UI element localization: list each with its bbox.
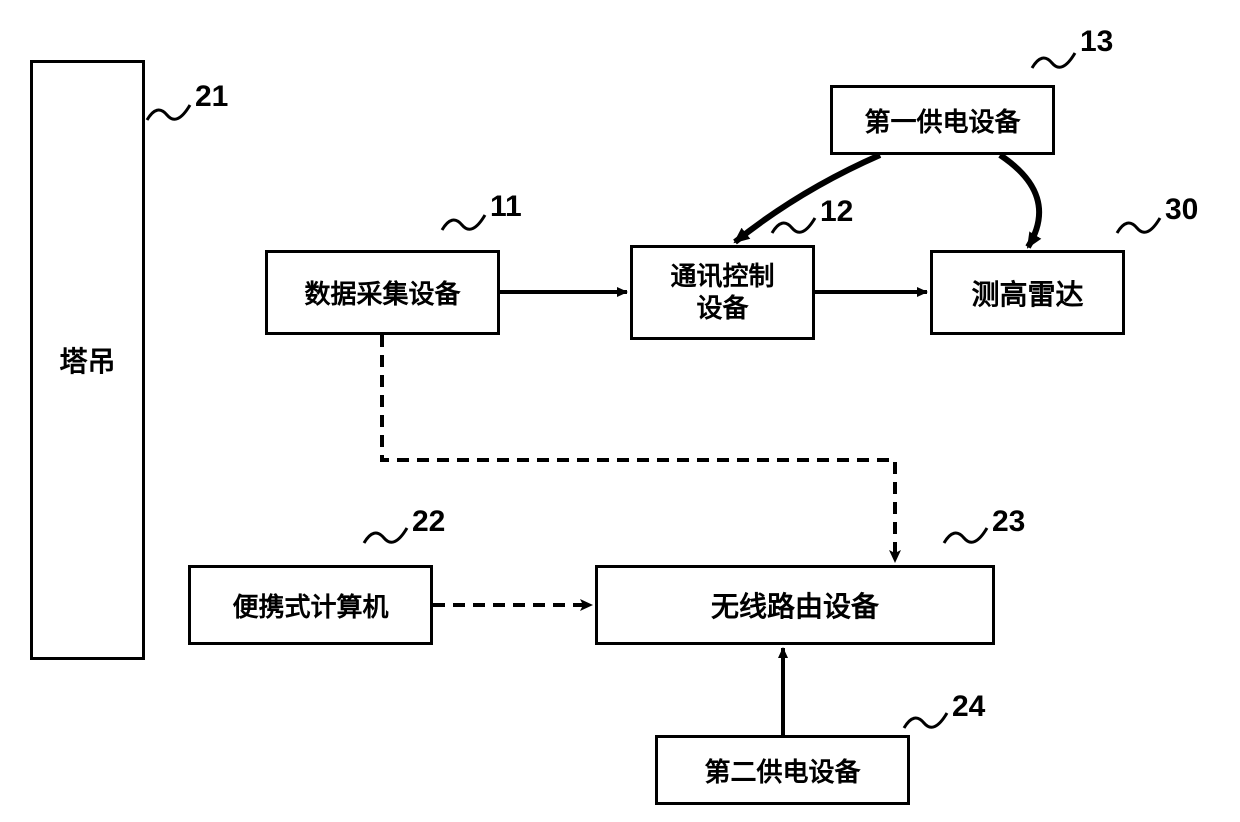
- ref-label-22: 22: [412, 505, 445, 539]
- comm-ctrl-label-line2: 设备: [696, 293, 748, 324]
- portable-pc-label: 便携式计算机: [232, 587, 388, 624]
- ref-squiggle-24: [902, 708, 952, 733]
- data-acq-box: 数据采集设备: [265, 250, 500, 335]
- ref-label-24: 24: [952, 690, 985, 724]
- data-acq-label: 数据采集设备: [304, 274, 460, 311]
- comm-ctrl-label-line1: 通讯控制: [670, 261, 774, 292]
- radar-label: 测高雷达: [971, 273, 1083, 313]
- radar-box: 测高雷达: [930, 250, 1125, 335]
- ref-squiggle-22: [362, 523, 412, 548]
- tower-crane-label: 塔吊: [59, 340, 115, 380]
- comm-ctrl-box: 通讯控制 设备: [630, 245, 815, 340]
- second-power-label: 第二供电设备: [704, 752, 860, 789]
- edge-data-to-router: [382, 335, 895, 562]
- second-power-box: 第二供电设备: [655, 735, 910, 805]
- portable-pc-box: 便携式计算机: [188, 565, 433, 645]
- ref-squiggle-12: [770, 213, 820, 238]
- ref-squiggle-30: [1115, 213, 1165, 238]
- wireless-router-label: 无线路由设备: [711, 585, 879, 625]
- ref-squiggle-23: [942, 523, 992, 548]
- tower-crane-box: 塔吊: [30, 60, 145, 660]
- ref-label-21: 21: [195, 80, 228, 114]
- wireless-router-box: 无线路由设备: [595, 565, 995, 645]
- ref-label-23: 23: [992, 505, 1025, 539]
- ref-squiggle-21: [145, 100, 195, 125]
- ref-label-30: 30: [1165, 193, 1198, 227]
- ref-label-11: 11: [490, 190, 522, 224]
- ref-label-13: 13: [1080, 25, 1113, 59]
- ref-squiggle-11: [440, 210, 490, 235]
- edge-power1-to-radar: [1000, 155, 1039, 247]
- first-power-label: 第一供电设备: [864, 102, 1020, 139]
- ref-label-12: 12: [820, 195, 853, 229]
- first-power-box: 第一供电设备: [830, 85, 1055, 155]
- ref-squiggle-13: [1030, 48, 1080, 73]
